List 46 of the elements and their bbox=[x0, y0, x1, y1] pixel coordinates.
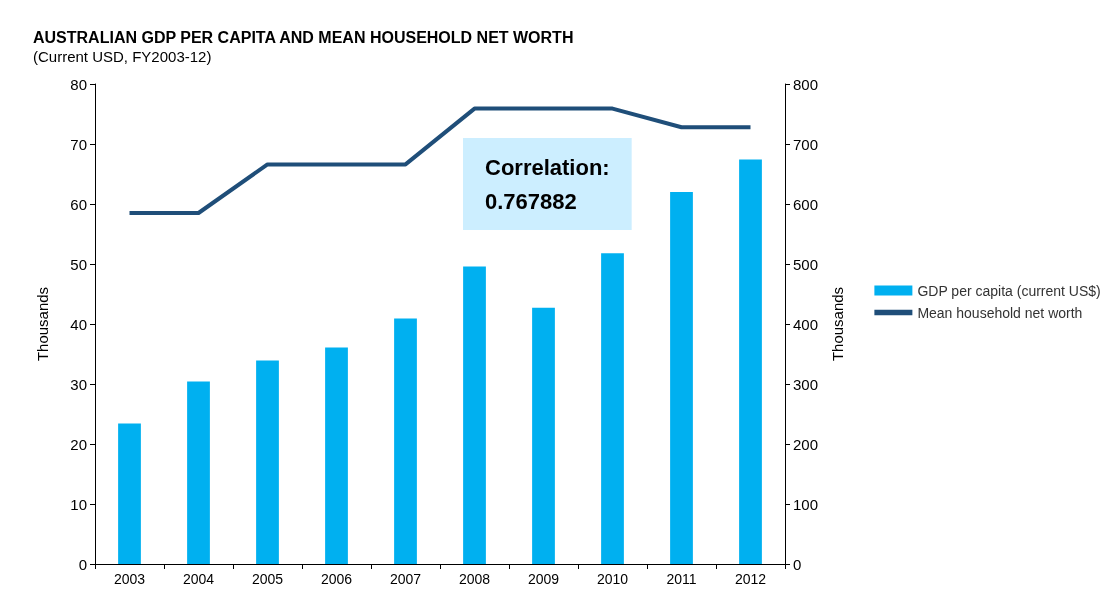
bar bbox=[256, 360, 279, 564]
x-tick-label: 2010 bbox=[596, 571, 629, 587]
y-tick-label: 80 bbox=[70, 75, 87, 93]
y2-tick-label: 200 bbox=[793, 435, 819, 453]
x-tick-label: 2004 bbox=[182, 571, 215, 587]
y-axis-title: Thousands bbox=[34, 286, 51, 362]
x-tick-label: 2005 bbox=[251, 571, 284, 587]
x-tick-label: 2008 bbox=[458, 571, 491, 587]
y2-tick-label: 400 bbox=[793, 315, 819, 333]
legend-label: Mean household net worth bbox=[917, 304, 1083, 321]
y2-tick-label: 600 bbox=[793, 195, 819, 213]
y-tick-label: 10 bbox=[70, 495, 87, 513]
bar bbox=[601, 253, 624, 564]
y-tick-label: 0 bbox=[78, 555, 87, 573]
bar bbox=[187, 381, 210, 564]
y-tick-label: 40 bbox=[70, 315, 87, 333]
bar bbox=[118, 423, 141, 564]
annotation: Correlation: 0.767882 bbox=[485, 154, 610, 214]
bar bbox=[325, 347, 348, 564]
chart-title: AUSTRALIAN GDP PER CAPITA AND MEAN HOUSEHOLD NET WORTH bbox=[33, 28, 574, 46]
y-tick-label: 20 bbox=[70, 435, 87, 453]
chart-subtitle: (Current USD, FY2003-12) bbox=[33, 48, 212, 65]
x-tick-label: 2011 bbox=[666, 571, 697, 587]
y-tick-label: 50 bbox=[70, 255, 87, 273]
line-series bbox=[127, 106, 753, 215]
bar bbox=[670, 192, 693, 564]
bar bbox=[532, 307, 555, 564]
x-tick-label: 2006 bbox=[320, 571, 353, 587]
y2-tick-label: 300 bbox=[793, 375, 819, 393]
y2-tick-label: 100 bbox=[793, 495, 819, 513]
x-tick-label: 2007 bbox=[389, 571, 422, 587]
y-tick-label: 30 bbox=[70, 375, 87, 393]
x-tick-label: 2012 bbox=[734, 571, 767, 587]
y2-tick-label: 700 bbox=[793, 135, 819, 153]
bar bbox=[463, 266, 486, 564]
y-tick-label: 60 bbox=[70, 195, 87, 213]
y2-tick-label: 500 bbox=[793, 255, 819, 273]
y2-tick-label: 0 bbox=[793, 555, 802, 573]
bar bbox=[739, 159, 762, 564]
y2-tick-label: 800 bbox=[793, 75, 819, 93]
x-tick-label: 2009 bbox=[527, 571, 560, 587]
bar bbox=[394, 318, 417, 564]
y2-axis-title: Thousands bbox=[829, 286, 846, 362]
legend-label: GDP per capita (current US$) bbox=[917, 282, 1101, 299]
y-tick-label: 70 bbox=[70, 135, 87, 153]
x-tick-label: 2003 bbox=[113, 571, 146, 587]
